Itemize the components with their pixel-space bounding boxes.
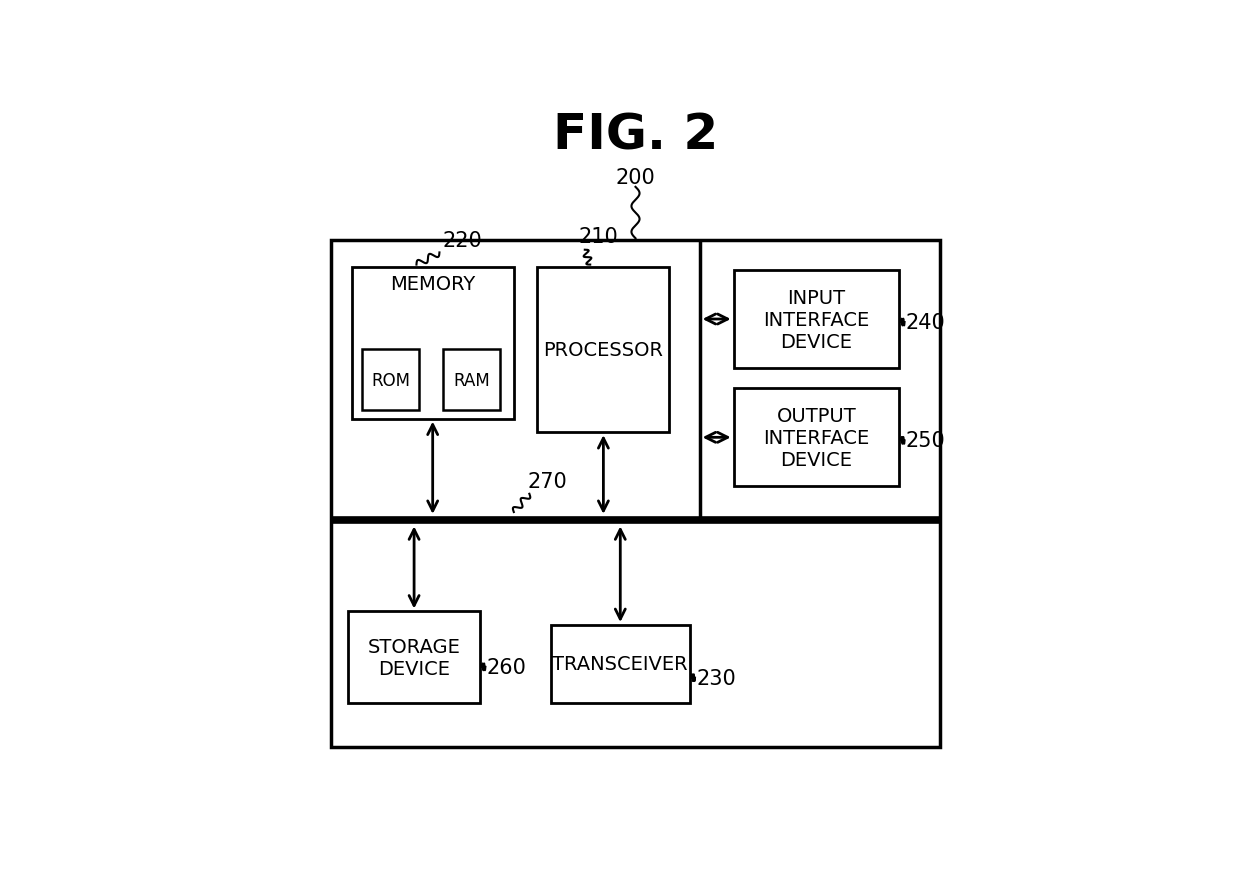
Text: STORAGE
DEVICE: STORAGE DEVICE	[367, 637, 460, 678]
Text: 230: 230	[697, 668, 737, 688]
Text: FIG. 2: FIG. 2	[553, 111, 718, 160]
Text: PROCESSOR: PROCESSOR	[543, 340, 663, 360]
Text: RAM: RAM	[453, 371, 490, 389]
Text: MEMORY: MEMORY	[391, 275, 475, 294]
Text: 220: 220	[443, 231, 482, 251]
Text: 260: 260	[487, 657, 527, 677]
Bar	[734, 389, 899, 487]
Bar	[362, 350, 419, 410]
Text: 240: 240	[906, 313, 946, 332]
Text: 210: 210	[578, 227, 618, 247]
Bar	[331, 240, 940, 747]
Text: 270: 270	[527, 472, 567, 491]
Bar	[537, 267, 670, 432]
Bar	[551, 625, 689, 702]
Text: 200: 200	[615, 168, 656, 189]
Bar	[443, 350, 500, 410]
Bar	[352, 267, 513, 419]
Bar	[348, 612, 480, 702]
Text: 250: 250	[906, 431, 946, 451]
Text: OUTPUT
INTERFACE
DEVICE: OUTPUT INTERFACE DEVICE	[764, 406, 869, 469]
Bar	[734, 271, 899, 368]
Text: TRANSCEIVER: TRANSCEIVER	[553, 654, 688, 674]
Text: INPUT
INTERFACE
DEVICE: INPUT INTERFACE DEVICE	[764, 289, 869, 351]
Text: ROM: ROM	[371, 371, 410, 389]
